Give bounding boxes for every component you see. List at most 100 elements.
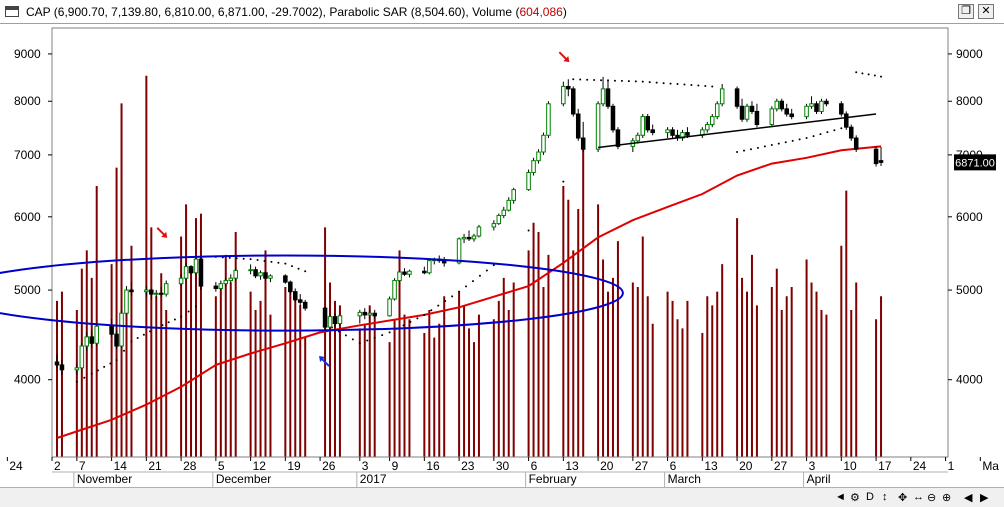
candle-body	[511, 189, 516, 201]
move-horizontal-icon[interactable]: ↔	[913, 491, 924, 503]
scroll-left-icon[interactable]: ◄	[835, 491, 846, 503]
last-price-label-bg	[954, 154, 996, 171]
sar-dot	[855, 71, 858, 74]
sar-dot	[344, 334, 347, 337]
candle-body	[819, 100, 824, 112]
x-tick-label: 24	[913, 459, 927, 473]
sar-dot	[297, 267, 300, 270]
candle-body	[719, 88, 725, 105]
x-tick-label: 13	[565, 459, 579, 473]
window-title: CAP (6,900.70, 7,139.80, 6,810.00, 6,871…	[26, 5, 567, 19]
candle-body	[844, 113, 849, 128]
candle-body	[288, 281, 293, 293]
sar-dot	[270, 260, 273, 263]
sar-dot	[423, 313, 426, 316]
restore-window-button[interactable]: ❐	[958, 4, 974, 19]
sar-dot	[648, 81, 651, 84]
candle-body	[124, 289, 129, 314]
zoom-in-icon[interactable]: ⊕	[942, 492, 952, 504]
last-price-label: 6871.00	[955, 157, 995, 169]
candle-body	[600, 88, 606, 105]
candle-body	[665, 129, 670, 134]
sar-dot	[109, 362, 112, 365]
sar-dot	[149, 330, 152, 333]
candle-body	[327, 316, 333, 328]
candle-body	[158, 292, 164, 295]
candle-body	[531, 160, 536, 173]
moving-average-line	[56, 145, 882, 439]
candle-body	[193, 258, 199, 274]
sar-dot	[409, 320, 412, 323]
move-icon[interactable]: ✥	[898, 492, 908, 504]
close-window-button[interactable]: ✕	[978, 4, 994, 19]
candle-body	[848, 126, 854, 139]
candle-body	[233, 269, 238, 279]
candle-body	[853, 137, 859, 150]
resize-vertical-icon[interactable]: ↕	[882, 491, 888, 503]
candle-body	[501, 209, 507, 216]
x-month-label: February	[529, 472, 577, 486]
sar-dot	[478, 274, 481, 277]
sar-dot	[381, 334, 384, 337]
sar-dot	[873, 74, 876, 77]
candle-body	[59, 364, 65, 371]
sar-dot	[173, 318, 176, 321]
candle-body	[580, 137, 586, 150]
sar-dot	[627, 80, 630, 83]
sar-dot	[697, 84, 700, 87]
sar-dot	[562, 180, 565, 183]
x-tick-label: 14	[114, 459, 128, 473]
y-tick-label-right: 5000	[956, 283, 983, 297]
sar-dot	[833, 129, 836, 132]
settings-icon[interactable]: ⚙	[850, 492, 860, 504]
candle-body	[427, 260, 432, 274]
sar-dot	[613, 79, 616, 82]
candle-body	[541, 134, 546, 153]
sar-dot	[655, 81, 658, 84]
candle-body	[198, 258, 204, 287]
candle-body	[322, 307, 328, 328]
annotation-ellipse	[0, 254, 624, 332]
stock-chart: 4000400050005000600060007000700080008000…	[0, 27, 999, 487]
y-tick-label-left: 5000	[14, 283, 41, 297]
candle-body	[183, 266, 189, 279]
candle-body	[223, 280, 229, 285]
sar-dot	[763, 145, 766, 148]
sar-dot	[676, 83, 679, 86]
sar-dot	[485, 269, 488, 272]
y-tick-label-right: 4000	[956, 373, 983, 387]
x-tick-label: 1	[948, 459, 955, 473]
candle-body	[570, 88, 576, 115]
sar-dot	[123, 349, 126, 352]
candle-body	[873, 148, 879, 165]
candle-body	[814, 103, 819, 112]
candle-body	[332, 316, 338, 325]
daily-period-icon[interactable]: D	[866, 491, 874, 503]
sar-dot	[711, 85, 714, 88]
candle-body	[293, 291, 298, 301]
candle-body	[824, 100, 829, 105]
candle-body	[89, 336, 95, 344]
candle-body	[283, 275, 288, 283]
x-tick-label: 10	[843, 459, 857, 473]
sar-dot	[167, 321, 170, 324]
candle-body	[754, 110, 760, 126]
candle-body	[79, 345, 85, 369]
scroll-back-icon[interactable]: ◀	[964, 492, 973, 504]
zoom-out-icon[interactable]: ⊖	[927, 492, 937, 504]
sar-dot	[451, 295, 454, 298]
x-tick-label: 6	[670, 459, 677, 473]
sar-dot	[430, 309, 433, 312]
candle-body	[422, 270, 427, 274]
y-tick-label-left: 8000	[14, 94, 41, 108]
candle-body	[546, 103, 551, 136]
x-tick-label: 12	[253, 459, 267, 473]
annotation-arrow	[558, 51, 570, 63]
scroll-forward-icon[interactable]: ▶	[980, 492, 989, 504]
candle-body	[670, 129, 675, 136]
candle-body	[54, 361, 60, 366]
sar-dot	[130, 340, 133, 343]
x-tick-label: 27	[774, 459, 788, 473]
sar-dot	[263, 259, 266, 262]
candle-body	[337, 315, 343, 325]
